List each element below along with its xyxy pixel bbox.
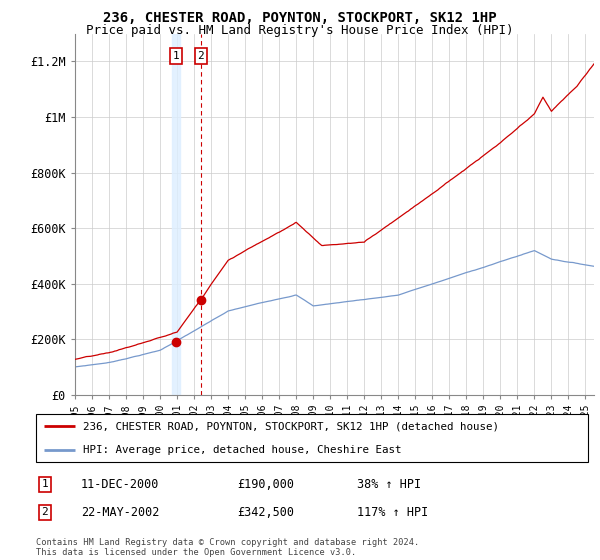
Text: 11-DEC-2000: 11-DEC-2000 — [81, 478, 160, 491]
Text: Contains HM Land Registry data © Crown copyright and database right 2024.
This d: Contains HM Land Registry data © Crown c… — [36, 538, 419, 557]
Text: £190,000: £190,000 — [237, 478, 294, 491]
Text: 22-MAY-2002: 22-MAY-2002 — [81, 506, 160, 519]
Text: £342,500: £342,500 — [237, 506, 294, 519]
Text: 236, CHESTER ROAD, POYNTON, STOCKPORT, SK12 1HP: 236, CHESTER ROAD, POYNTON, STOCKPORT, S… — [103, 11, 497, 25]
FancyBboxPatch shape — [36, 414, 588, 462]
Text: 2: 2 — [197, 51, 204, 61]
Text: 117% ↑ HPI: 117% ↑ HPI — [357, 506, 428, 519]
Text: HPI: Average price, detached house, Cheshire East: HPI: Average price, detached house, Ches… — [83, 445, 401, 455]
Bar — [172, 34, 181, 395]
Text: 1: 1 — [173, 51, 179, 61]
Text: 2: 2 — [41, 507, 49, 517]
Text: 236, CHESTER ROAD, POYNTON, STOCKPORT, SK12 1HP (detached house): 236, CHESTER ROAD, POYNTON, STOCKPORT, S… — [83, 421, 499, 431]
Text: 1: 1 — [41, 479, 49, 489]
Text: Price paid vs. HM Land Registry's House Price Index (HPI): Price paid vs. HM Land Registry's House … — [86, 24, 514, 37]
Text: 38% ↑ HPI: 38% ↑ HPI — [357, 478, 421, 491]
